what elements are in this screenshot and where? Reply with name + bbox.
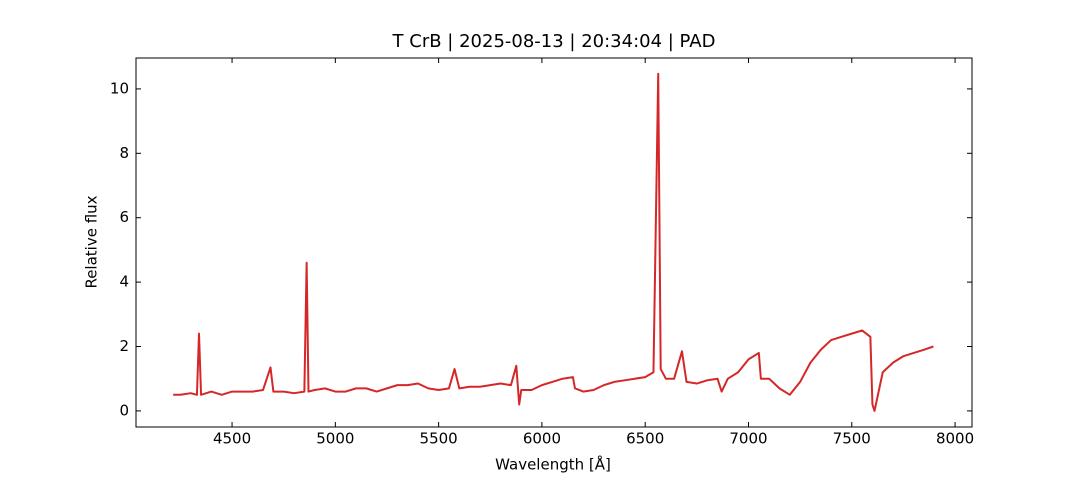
x-axis-label: Wavelength [Å] — [495, 455, 611, 474]
y-tick-label: 2 — [119, 337, 129, 355]
x-tick-label: 7000 — [729, 430, 767, 448]
y-tick-label: 8 — [119, 144, 129, 162]
plot-frame — [135, 57, 973, 428]
x-tick-label: 6000 — [523, 430, 561, 448]
chart-title: T CrB | 2025-08-13 | 20:34:04 | PAD — [392, 31, 716, 52]
y-tick-label: 6 — [119, 208, 129, 226]
x-tick-label: 8000 — [936, 430, 974, 448]
y-axis-label: Relative flux — [83, 195, 101, 288]
x-tick-label: 5000 — [316, 430, 354, 448]
y-tick-label: 4 — [119, 273, 129, 291]
x-tick-label: 6500 — [626, 430, 664, 448]
spectrum-line — [173, 72, 934, 412]
y-tick-label: 10 — [110, 79, 129, 97]
y-tick-label: 0 — [119, 401, 129, 419]
x-tick-label: 7500 — [833, 430, 871, 448]
x-tick-label: 5500 — [420, 430, 458, 448]
x-tick-label: 4500 — [213, 430, 251, 448]
